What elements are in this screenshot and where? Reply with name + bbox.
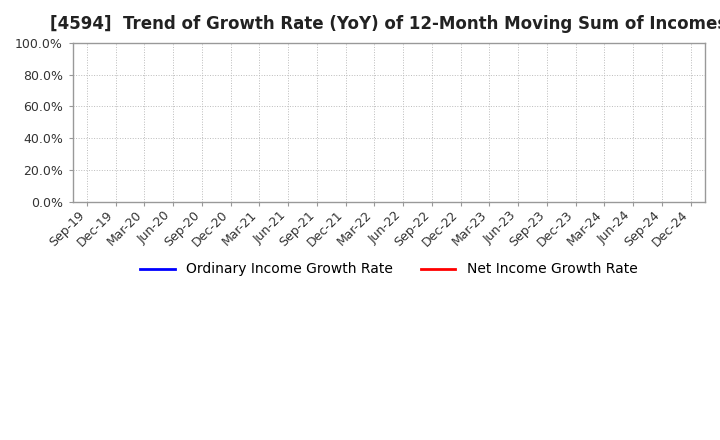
Title: [4594]  Trend of Growth Rate (YoY) of 12-Month Moving Sum of Incomes: [4594] Trend of Growth Rate (YoY) of 12-… [50, 15, 720, 33]
Legend: Ordinary Income Growth Rate, Net Income Growth Rate: Ordinary Income Growth Rate, Net Income … [135, 257, 643, 282]
